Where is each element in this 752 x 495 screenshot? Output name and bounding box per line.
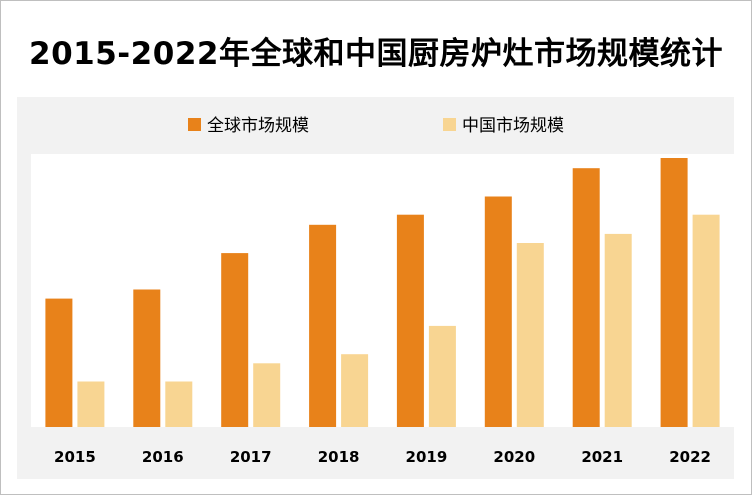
x-tick-label-2015: 2015	[54, 448, 96, 466]
bar-china-2018	[341, 354, 369, 427]
bar-global-2018	[309, 224, 337, 427]
bar-global-2022	[660, 158, 688, 427]
bar-china-2017	[253, 363, 281, 427]
bar-china-2019	[428, 325, 456, 427]
bar-china-2015	[77, 381, 105, 427]
legend-label-global: 全球市场规模	[207, 116, 309, 136]
chart-title: 2015-2022年全球和中国厨房炉灶市场规模统计	[29, 36, 723, 72]
x-tick-label-2021: 2021	[581, 448, 623, 466]
x-tick-label-2017: 2017	[230, 448, 272, 466]
bar-global-2020	[484, 196, 512, 427]
bar-global-2015	[45, 298, 73, 427]
x-tick-label-2016: 2016	[142, 448, 184, 466]
x-tick-label-2018: 2018	[318, 448, 360, 466]
x-tick-labels: 2015 2016 2017 2018 2019 2020 2021 2022	[54, 448, 711, 466]
legend-swatch-china	[443, 118, 456, 131]
x-tick-label-2022: 2022	[669, 448, 711, 466]
bar-china-2021	[604, 233, 632, 427]
x-tick-label-2019: 2019	[406, 448, 448, 466]
bar-china-2016	[165, 381, 193, 427]
bar-global-2019	[396, 214, 424, 427]
bar-global-2021	[572, 168, 600, 427]
bar-china-2020	[516, 243, 544, 427]
legend: 全球市场规模 中国市场规模	[188, 116, 564, 136]
bar-global-2017	[221, 253, 249, 427]
bar-china-2022	[692, 214, 720, 427]
x-tick-label-2020: 2020	[493, 448, 535, 466]
bar-global-2016	[133, 289, 161, 427]
legend-swatch-global	[188, 118, 201, 131]
legend-label-china: 中国市场规模	[462, 116, 564, 136]
bars-group	[45, 158, 720, 427]
